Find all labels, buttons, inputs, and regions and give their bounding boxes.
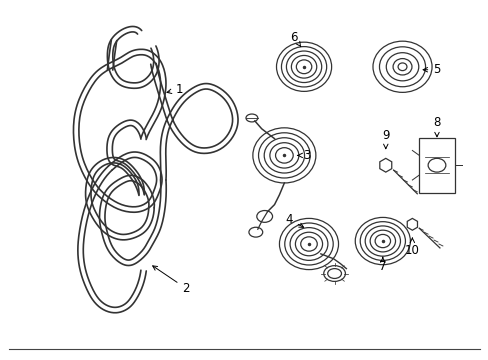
Text: 9: 9: [381, 129, 389, 149]
Text: 10: 10: [404, 238, 419, 257]
Text: 1: 1: [167, 83, 183, 96]
Text: 2: 2: [152, 266, 189, 295]
Text: 6: 6: [290, 31, 300, 46]
Bar: [418, 138, 454, 193]
Text: 8: 8: [432, 116, 440, 137]
Text: 4: 4: [285, 213, 303, 228]
Text: 5: 5: [422, 63, 440, 76]
Text: 3: 3: [297, 149, 310, 162]
Text: 7: 7: [378, 257, 386, 273]
